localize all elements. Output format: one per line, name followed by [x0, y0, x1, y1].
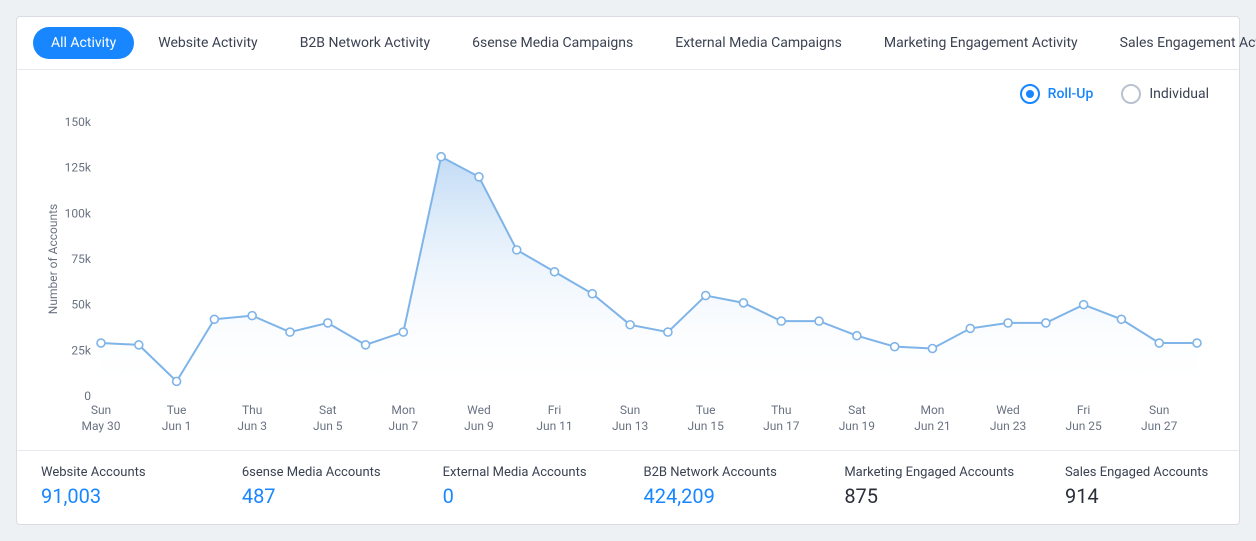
svg-text:Wed: Wed — [996, 403, 1020, 417]
radio-dot-icon — [1020, 84, 1040, 104]
svg-text:Sat: Sat — [319, 403, 337, 417]
tab-sales-engagement-activity[interactable]: Sales Engagement Activity — [1102, 27, 1256, 59]
stat-label: External Media Accounts — [443, 465, 593, 480]
svg-text:Jun 23: Jun 23 — [990, 419, 1026, 433]
tab-bar: All Activity Website Activity B2B Network … — [17, 17, 1239, 70]
svg-text:Jun 7: Jun 7 — [389, 419, 419, 433]
tab-label: 6sense Media Campaigns — [472, 35, 633, 51]
svg-text:Sat: Sat — [848, 403, 866, 417]
tab-all-activity[interactable]: All Activity — [33, 27, 134, 59]
svg-text:150k: 150k — [65, 115, 92, 129]
svg-text:Jun 11: Jun 11 — [536, 419, 572, 433]
stat-value: 487 — [242, 484, 392, 508]
svg-text:50k: 50k — [71, 298, 91, 312]
accounts-area-chart: 0 25k 50k 75k 100k 125k 150k Number of Accounts… — [41, 112, 1217, 442]
stat-website-accounts: Website Accounts 91,003 — [41, 465, 191, 508]
svg-text:Jun 27: Jun 27 — [1141, 419, 1178, 433]
svg-text:Wed: Wed — [467, 403, 491, 417]
radio-individual[interactable]: Individual — [1121, 84, 1209, 104]
svg-text:Sun: Sun — [1149, 403, 1169, 417]
view-toggle: Roll-Up Individual — [41, 82, 1215, 112]
tab-marketing-engagement-activity[interactable]: Marketing Engagement Activity — [866, 27, 1096, 59]
stat-label: 6sense Media Accounts — [242, 465, 392, 480]
tab-label: Marketing Engagement Activity — [884, 35, 1078, 51]
stats-row: Website Accounts 91,003 6sense Media Accou… — [17, 450, 1239, 524]
svg-text:Mon: Mon — [920, 403, 944, 417]
stat-6sense-media-accounts: 6sense Media Accounts 487 — [242, 465, 392, 508]
stat-label: Sales Engaged Accounts — [1065, 465, 1215, 480]
stat-value: 91,003 — [41, 484, 191, 508]
chart-panel: Roll-Up Individual 0 25k 50k 75k 100k 125k 150k… — [17, 70, 1239, 450]
stat-b2b-network-accounts: B2B Network Accounts 424,209 — [643, 465, 793, 508]
stat-label: Marketing Engaged Accounts — [844, 465, 1014, 480]
radio-label: Individual — [1149, 86, 1209, 102]
svg-text:Sun: Sun — [91, 403, 111, 417]
stat-label: B2B Network Accounts — [643, 465, 793, 480]
svg-text:Jun 13: Jun 13 — [612, 419, 648, 433]
stat-value: 0 — [443, 484, 593, 508]
svg-text:25k: 25k — [71, 343, 91, 357]
svg-text:Thu: Thu — [242, 403, 262, 417]
svg-text:0: 0 — [84, 389, 91, 403]
tab-label: Sales Engagement Activity — [1120, 35, 1256, 51]
radio-roll-up[interactable]: Roll-Up — [1020, 84, 1094, 104]
tab-label: Website Activity — [158, 35, 257, 51]
svg-text:Thu: Thu — [771, 403, 791, 417]
svg-text:Jun 25: Jun 25 — [1065, 419, 1102, 433]
tab-website-activity[interactable]: Website Activity — [140, 27, 275, 59]
svg-text:Jun 1: Jun 1 — [162, 419, 192, 433]
svg-text:Tue: Tue — [167, 403, 187, 417]
svg-text:Sun: Sun — [620, 403, 640, 417]
svg-text:May 30: May 30 — [81, 419, 120, 433]
stat-value: 424,209 — [643, 484, 793, 508]
svg-text:Jun 17: Jun 17 — [763, 419, 800, 433]
tab-6sense-media-campaigns[interactable]: 6sense Media Campaigns — [454, 27, 651, 59]
svg-text:Jun 9: Jun 9 — [464, 419, 494, 433]
stat-label: Website Accounts — [41, 465, 191, 480]
svg-text:Fri: Fri — [548, 403, 562, 417]
svg-text:Jun 15: Jun 15 — [688, 419, 725, 433]
tab-label: B2B Network Activity — [300, 35, 430, 51]
svg-text:Fri: Fri — [1077, 403, 1091, 417]
svg-text:100k: 100k — [65, 206, 92, 220]
svg-text:75k: 75k — [71, 252, 91, 266]
stat-marketing-engaged-accounts: Marketing Engaged Accounts 875 — [844, 465, 1014, 508]
dashboard-card: { "tabs": { "items": [ {"label": "All Ac… — [16, 16, 1240, 525]
svg-text:125k: 125k — [65, 161, 92, 175]
stat-external-media-accounts: External Media Accounts 0 — [443, 465, 593, 508]
svg-text:Jun 3: Jun 3 — [237, 419, 267, 433]
radio-label: Roll-Up — [1048, 86, 1094, 102]
svg-text:Tue: Tue — [696, 403, 716, 417]
svg-text:Jun 5: Jun 5 — [313, 419, 343, 433]
svg-text:Mon: Mon — [391, 403, 415, 417]
tab-label: External Media Campaigns — [675, 35, 842, 51]
tab-external-media-campaigns[interactable]: External Media Campaigns — [657, 27, 860, 59]
stat-value: 914 — [1065, 484, 1215, 508]
tab-label: All Activity — [51, 35, 116, 51]
svg-text:Number of Accounts: Number of Accounts — [46, 204, 60, 314]
stat-sales-engaged-accounts: Sales Engaged Accounts 914 — [1065, 465, 1215, 508]
tab-b2b-network-activity[interactable]: B2B Network Activity — [282, 27, 448, 59]
radio-dot-icon — [1121, 84, 1141, 104]
svg-text:Jun 21: Jun 21 — [914, 419, 950, 433]
svg-text:Jun 19: Jun 19 — [839, 419, 875, 433]
stat-value: 875 — [844, 484, 1014, 508]
